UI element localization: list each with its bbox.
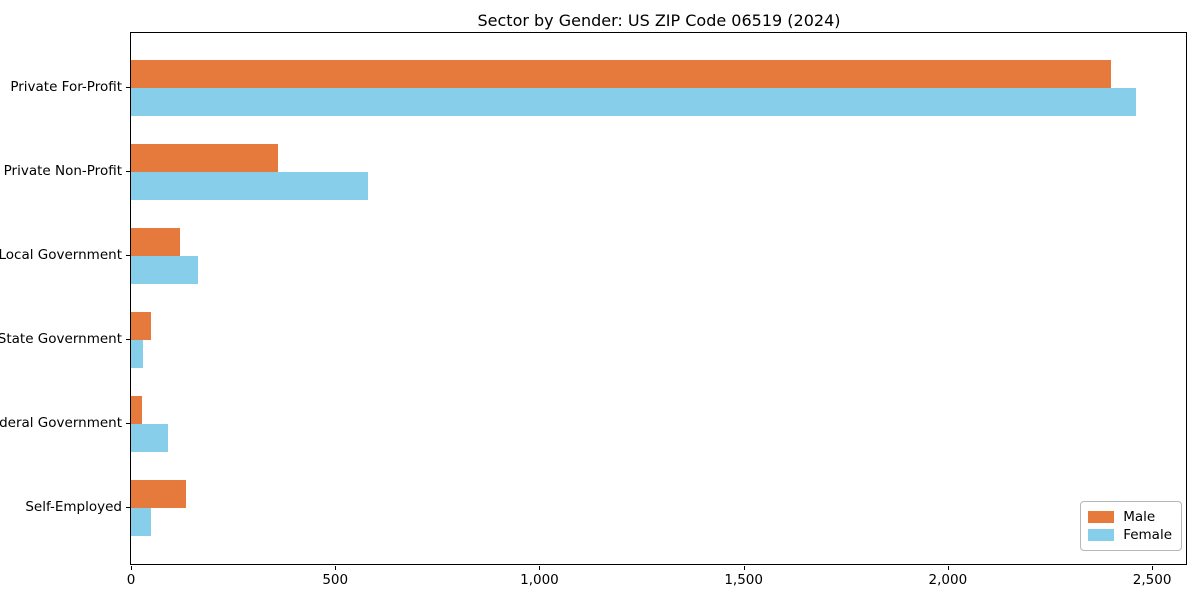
bar-female-private-for-profit xyxy=(131,88,1136,116)
x-tick xyxy=(743,566,745,570)
x-tick-label: 1,500 xyxy=(724,572,763,588)
bar-male-state-government xyxy=(131,312,151,340)
chart-title: Sector by Gender: US ZIP Code 06519 (202… xyxy=(477,11,841,30)
legend-label: Male xyxy=(1123,509,1156,525)
x-tick-label: 1,000 xyxy=(520,572,559,588)
category-label: Self-Employed xyxy=(25,499,122,515)
category-label: Private For-Profit xyxy=(10,79,122,95)
category-label: Private Non-Profit xyxy=(3,163,122,179)
bar-male-local-government xyxy=(131,228,180,256)
category-label: State Government xyxy=(0,331,122,347)
bar-male-self-employed xyxy=(131,480,186,508)
bar-male-private-for-profit xyxy=(131,60,1111,88)
bar-male-federal-government xyxy=(131,396,142,424)
x-tick-label: 2,500 xyxy=(1132,572,1172,588)
bar-male-private-non-profit xyxy=(131,144,278,172)
bar-female-local-government xyxy=(131,256,198,284)
plot-area xyxy=(130,32,1187,565)
legend-item-female: Female xyxy=(1088,526,1172,544)
x-tick-label: 500 xyxy=(322,572,349,588)
category-label: Local Government xyxy=(0,247,122,263)
legend-label: Female xyxy=(1123,527,1172,543)
bar-female-self-employed xyxy=(131,508,151,536)
x-tick xyxy=(1152,566,1154,570)
x-tick-label: 0 xyxy=(126,572,136,588)
x-tick xyxy=(539,566,541,570)
legend-swatch-female xyxy=(1088,529,1115,541)
bar-female-private-non-profit xyxy=(131,172,368,200)
legend-item-male: Male xyxy=(1088,508,1172,526)
x-tick xyxy=(335,566,337,570)
x-tick xyxy=(131,566,132,570)
bar-female-federal-government xyxy=(131,424,168,452)
y-axis-labels: Private For-Profit Private Non-Profit Loca… xyxy=(0,32,122,565)
x-tick-label: 2,000 xyxy=(928,572,968,588)
legend-swatch-male xyxy=(1088,511,1115,523)
x-tick xyxy=(947,566,949,570)
legend: Male Female xyxy=(1080,501,1182,551)
category-label: Federal Government xyxy=(0,415,122,431)
bar-female-state-government xyxy=(131,340,143,368)
